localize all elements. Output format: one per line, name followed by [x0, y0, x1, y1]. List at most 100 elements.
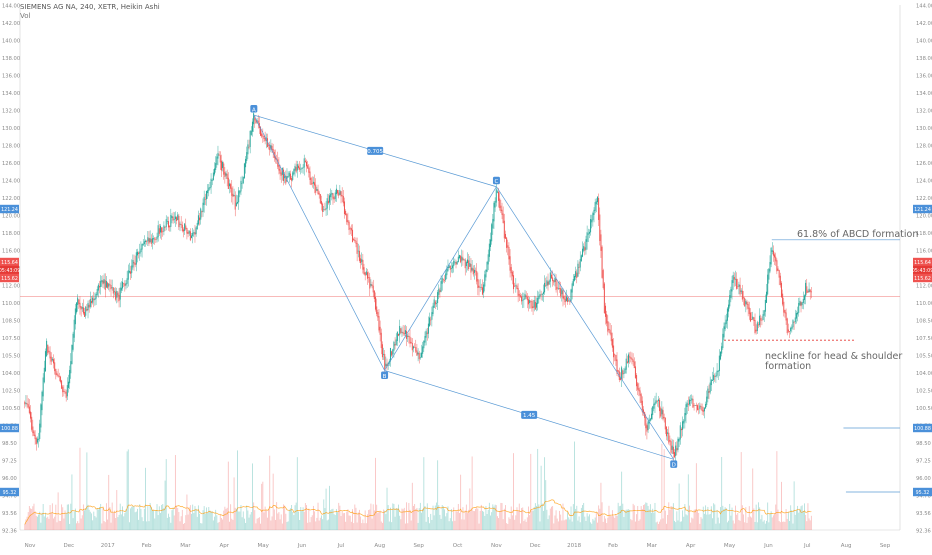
fib-annotation-text: 61.8% of ABCD formation	[797, 229, 918, 240]
candle-body	[149, 237, 151, 243]
candle-body	[469, 263, 471, 267]
volume-bar	[686, 515, 688, 530]
volume-bar	[755, 504, 757, 530]
candle-body	[54, 362, 56, 372]
volume-bar	[679, 521, 681, 530]
candle-body	[481, 287, 483, 295]
candle-body	[439, 290, 441, 293]
volume-bar	[591, 523, 593, 530]
volume-bar	[211, 511, 213, 530]
candle-body	[791, 326, 793, 329]
right-price-tag-text: 95.32	[916, 490, 930, 496]
time-tick-label: May	[257, 543, 269, 549]
candle-body	[752, 316, 754, 320]
candle-body	[699, 405, 701, 409]
candle-body	[409, 336, 411, 344]
candle-body	[184, 223, 186, 231]
candle-body	[262, 135, 264, 137]
volume-bar	[258, 517, 260, 530]
candle-body	[166, 221, 168, 222]
volume-bar	[572, 504, 574, 530]
volume-bar	[448, 521, 450, 530]
candle-body	[120, 287, 122, 291]
candle-body	[688, 399, 690, 405]
volume-bar	[490, 515, 491, 530]
volume-bar	[187, 514, 189, 530]
candle-body	[455, 261, 457, 265]
candle-body	[442, 279, 444, 281]
left-tick-label: 122.00	[2, 196, 20, 202]
volume-bar	[127, 449, 129, 530]
volume-bar	[344, 513, 345, 530]
right-tick-label: 102.50	[916, 389, 932, 395]
left-tick-label: 120.00	[2, 214, 20, 220]
volume-bar	[283, 504, 284, 530]
volume-bar	[269, 455, 271, 530]
volume-bar	[163, 508, 165, 530]
left-price-tag-text: 05:43:09	[0, 268, 20, 274]
right-price-tag-text: 121.24	[914, 207, 931, 213]
candle-body	[518, 293, 520, 296]
volume-bar	[195, 508, 197, 530]
candle-body	[330, 193, 332, 198]
volume-bar	[632, 503, 634, 530]
candle-body	[747, 303, 749, 309]
candle-body	[147, 237, 149, 242]
pattern-point-label: B	[383, 374, 387, 380]
candle-body	[86, 308, 88, 311]
candle-body	[776, 260, 778, 272]
candle-body	[59, 376, 61, 382]
candle-body	[531, 300, 533, 309]
left-tick-label: 138.00	[2, 56, 20, 62]
candle-body	[255, 119, 257, 124]
right-tick-label: 122.00	[916, 196, 932, 202]
candle-body	[611, 339, 613, 348]
candle-body	[579, 258, 581, 268]
volume-bar	[88, 509, 90, 530]
candle-body	[412, 346, 414, 349]
volume-bar	[100, 503, 102, 530]
candle-body	[112, 287, 114, 294]
volume-bar	[501, 503, 503, 530]
candle-body	[667, 432, 669, 434]
candle-body	[62, 386, 64, 393]
volume-bar	[331, 509, 333, 530]
left-tick-label: 92.36	[2, 529, 17, 535]
time-tick-label: Jun	[763, 543, 773, 549]
volume-bar	[462, 507, 464, 530]
volume-bar	[206, 507, 207, 530]
volume-bar	[208, 507, 210, 530]
volume-bar	[350, 521, 352, 530]
candle-body	[608, 328, 610, 330]
candle-body	[226, 173, 228, 180]
volume-bar	[526, 517, 528, 530]
volume-bar	[108, 474, 110, 530]
volume-bar	[335, 509, 337, 530]
candle-body	[82, 307, 84, 314]
right-price-tag	[913, 273, 932, 283]
candle-body	[61, 380, 63, 389]
volume-bar	[498, 518, 500, 530]
volume-bar	[698, 512, 700, 530]
volume-bar	[714, 504, 716, 530]
candle-body	[495, 189, 497, 203]
volume-bar	[483, 511, 485, 530]
candle-body	[660, 408, 662, 417]
candle-body	[340, 191, 342, 197]
volume-bar	[440, 518, 442, 530]
candle-body	[755, 329, 757, 332]
candle-body	[580, 255, 582, 262]
candle-body	[34, 434, 36, 440]
candle-body	[584, 247, 586, 251]
candle-body	[231, 187, 233, 196]
candle-body	[266, 138, 268, 148]
candle-body	[715, 375, 717, 377]
time-tick-label: Oct	[453, 543, 463, 549]
left-price-tag-text: 121.24	[1, 207, 18, 213]
volume-bar	[329, 485, 330, 530]
candle-body	[247, 144, 249, 155]
volume-bar	[684, 504, 686, 530]
candle-body	[38, 438, 40, 440]
volume-bar	[148, 521, 150, 530]
